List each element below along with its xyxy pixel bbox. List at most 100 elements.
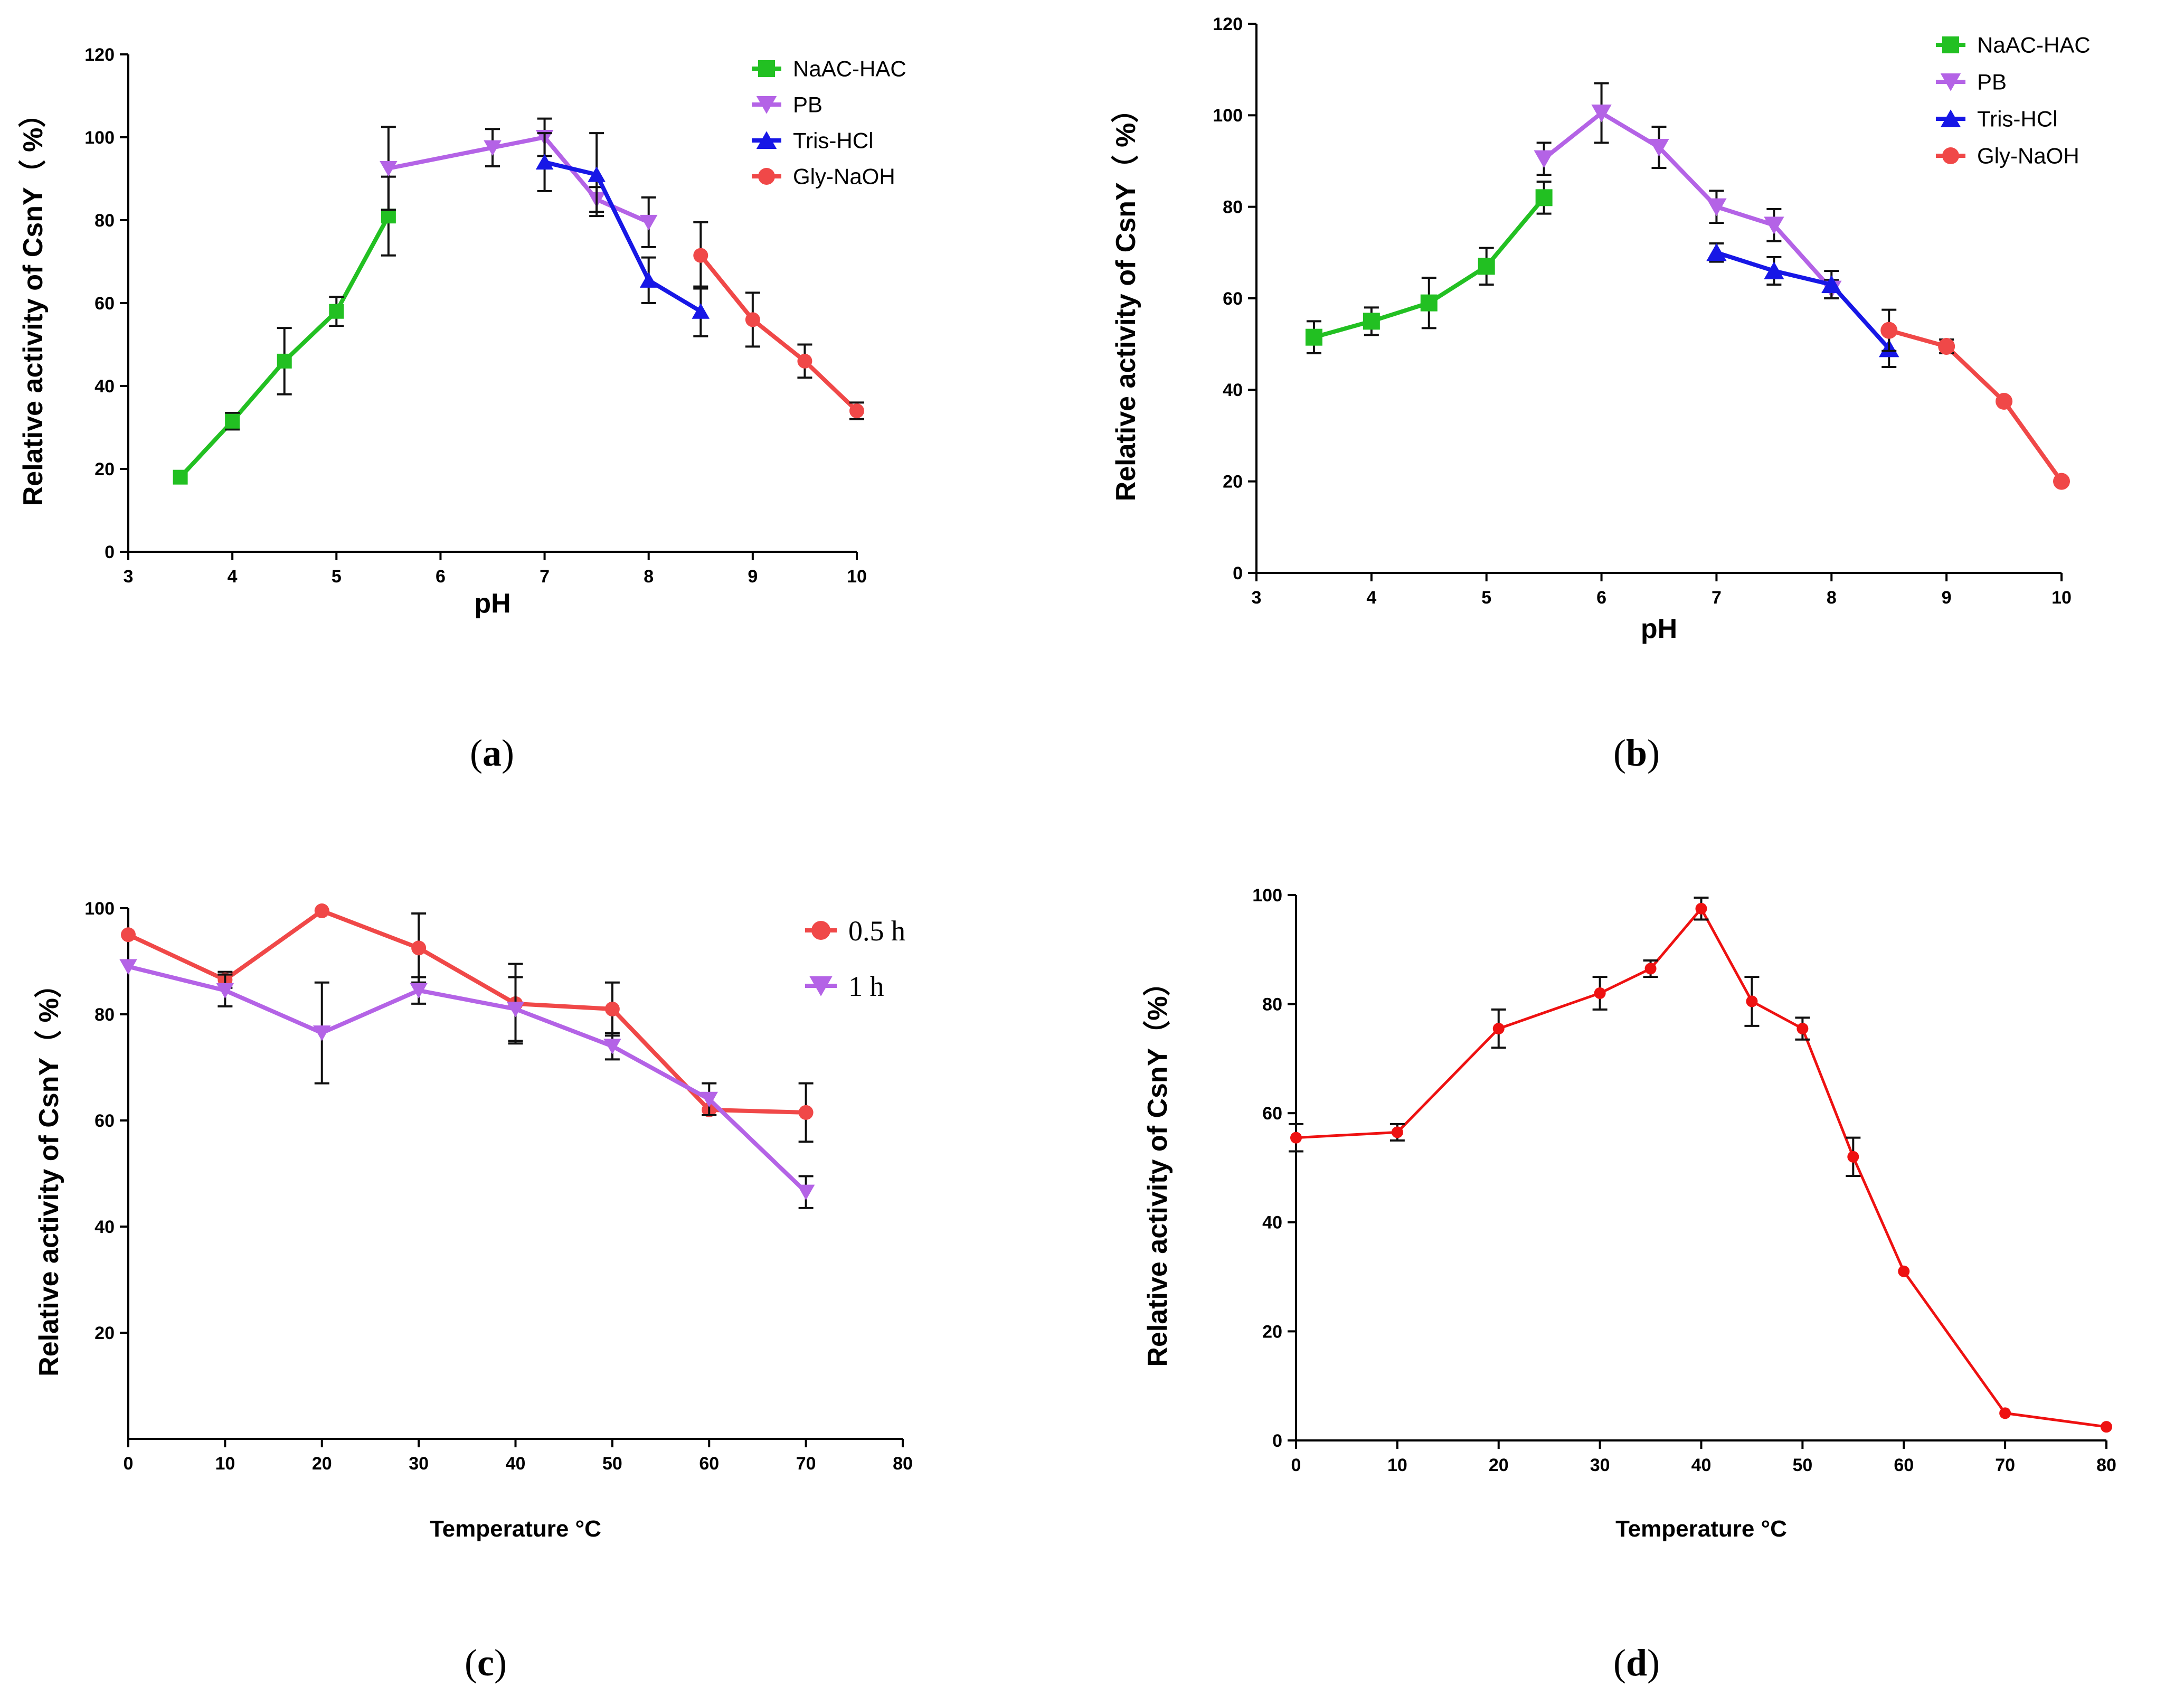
y-tick-label: 20 — [94, 1323, 115, 1343]
series-tris-hcl — [1706, 242, 1899, 368]
x-tick-label: 40 — [1691, 1455, 1712, 1475]
data-point — [1649, 139, 1669, 157]
data-point — [639, 272, 658, 288]
caption-d: (d) — [1613, 1642, 1660, 1684]
y-tick-label: 40 — [1223, 380, 1243, 400]
y-tick-label: 20 — [94, 459, 115, 479]
data-point — [2053, 473, 2070, 490]
legend: NaAC-HAC PB Tris-HCl Gly-NaOH — [1936, 33, 2091, 168]
data-point — [1363, 313, 1380, 330]
y-tick-label: 80 — [94, 211, 115, 231]
series-line — [128, 964, 808, 1194]
x-tick-label: 60 — [699, 1454, 719, 1474]
series-line — [1716, 250, 1891, 351]
y-tick-label: 100 — [1252, 885, 1282, 906]
data-point — [380, 161, 398, 177]
legend-label: Tris-HCl — [1977, 107, 2057, 131]
y-tick-label: 100 — [84, 128, 115, 148]
data-point — [1996, 393, 2013, 410]
series-activity — [1289, 897, 2112, 1433]
y-axis-title: Relative activity of CsnY（%） — [1142, 968, 1173, 1367]
data-point — [603, 1039, 621, 1054]
x-tick-label: 70 — [1995, 1455, 2015, 1475]
x-tick-label: 10 — [2051, 588, 2072, 608]
data-point — [700, 1091, 718, 1108]
data-point — [1999, 1407, 2011, 1419]
x-tick-label: 30 — [1590, 1455, 1610, 1475]
caption-c: (c) — [465, 1642, 507, 1684]
x-tick-label: 0 — [1291, 1455, 1301, 1475]
y-axis-title: Relative activity of CsnY（ %） — [18, 100, 49, 506]
data-point — [1695, 902, 1707, 915]
data-point — [849, 403, 864, 419]
data-point — [1847, 1151, 1859, 1163]
data-point — [798, 1105, 814, 1120]
series-line — [1888, 328, 2064, 483]
x-tick-label: 8 — [1827, 588, 1837, 608]
data-point — [277, 353, 292, 369]
x-tick-label: 50 — [602, 1454, 622, 1474]
data-point — [1797, 1023, 1809, 1035]
x-axis-title: pH — [474, 588, 510, 619]
y-tick-label: 100 — [84, 899, 115, 919]
x-tick-label: 8 — [644, 567, 654, 587]
x-tick-label: 6 — [1596, 588, 1606, 608]
data-point — [1880, 322, 1898, 339]
x-tick-label: 4 — [228, 567, 238, 587]
data-point — [1420, 294, 1438, 312]
chart-panel-d: 0 20 40 60 80 100 0 10 20 30 40 50 60 70 80 Temperature… — [1088, 845, 2184, 1584]
legend-label: 0.5 h — [848, 915, 905, 947]
legend-label: Gly-NaOH — [1977, 144, 2079, 168]
y-tick-label: 40 — [94, 1217, 115, 1237]
caption-b: (b) — [1613, 732, 1660, 774]
data-point — [411, 940, 427, 956]
x-axis-title: Temperature °C — [1615, 1516, 1787, 1542]
data-point — [410, 983, 428, 999]
series-gly-naoh — [693, 221, 864, 420]
chart-panel-b: 0 20 40 60 80 100 120 3 4 5 6 7 8 9 10 pH Relative activ… — [1088, 0, 2184, 686]
legend-marker — [1942, 147, 1959, 164]
data-point — [2101, 1421, 2112, 1433]
legend-label: NaAC-HAC — [1977, 33, 2091, 58]
chart-a-svg: 0 20 40 60 80 100 120 3 4 5 6 7 8 9 10 pH Relative activ… — [18, 45, 906, 619]
data-point — [1534, 150, 1554, 168]
data-point — [1706, 243, 1727, 261]
series-line — [1543, 111, 1833, 291]
data-point — [1821, 275, 1842, 293]
data-point — [693, 248, 708, 263]
x-tick-label: 50 — [1792, 1455, 1812, 1475]
y-tick-label: 40 — [94, 376, 115, 397]
series-line — [388, 135, 650, 224]
chart-c-svg: 20 40 60 80 100 0 10 20 30 40 50 60 70 80 Temperature … — [34, 899, 913, 1542]
x-tick-label: 7 — [1712, 588, 1722, 608]
x-tick-label: 20 — [1489, 1455, 1509, 1475]
data-point — [745, 312, 760, 327]
data-point — [506, 1001, 525, 1017]
y-tick-label: 80 — [1223, 197, 1243, 218]
legend-marker — [1940, 109, 1961, 127]
legend: 0.5 h 1 h — [805, 915, 905, 1002]
series-tris-hcl — [535, 132, 710, 337]
data-point — [484, 140, 502, 156]
y-tick-label: 0 — [105, 542, 115, 562]
data-point — [604, 1001, 620, 1016]
y-tick-label: 60 — [1262, 1104, 1282, 1124]
x-tick-label: 40 — [506, 1454, 526, 1474]
x-tick-label: 7 — [540, 567, 550, 587]
x-tick-label: 80 — [2096, 1455, 2116, 1475]
legend-marker — [756, 131, 777, 149]
chart-panel-c: 20 40 60 80 100 0 10 20 30 40 50 60 70 80 Temperature … — [0, 845, 1088, 1584]
data-point — [797, 1184, 815, 1201]
x-tick-label: 10 — [215, 1454, 235, 1474]
data-point — [314, 903, 329, 919]
legend-label: NaAC-HAC — [793, 56, 906, 81]
y-tick-label: 80 — [1262, 995, 1282, 1015]
data-point — [588, 166, 606, 182]
legend: NaAC-HAC PB Tris-HCl Gly-NaOH — [752, 56, 906, 189]
series-naac-hac — [173, 175, 396, 485]
y-tick-label: 60 — [94, 294, 115, 314]
data-point — [1706, 198, 1727, 216]
legend-marker — [758, 60, 775, 77]
x-tick-label: 20 — [312, 1454, 332, 1474]
data-point — [535, 154, 554, 170]
